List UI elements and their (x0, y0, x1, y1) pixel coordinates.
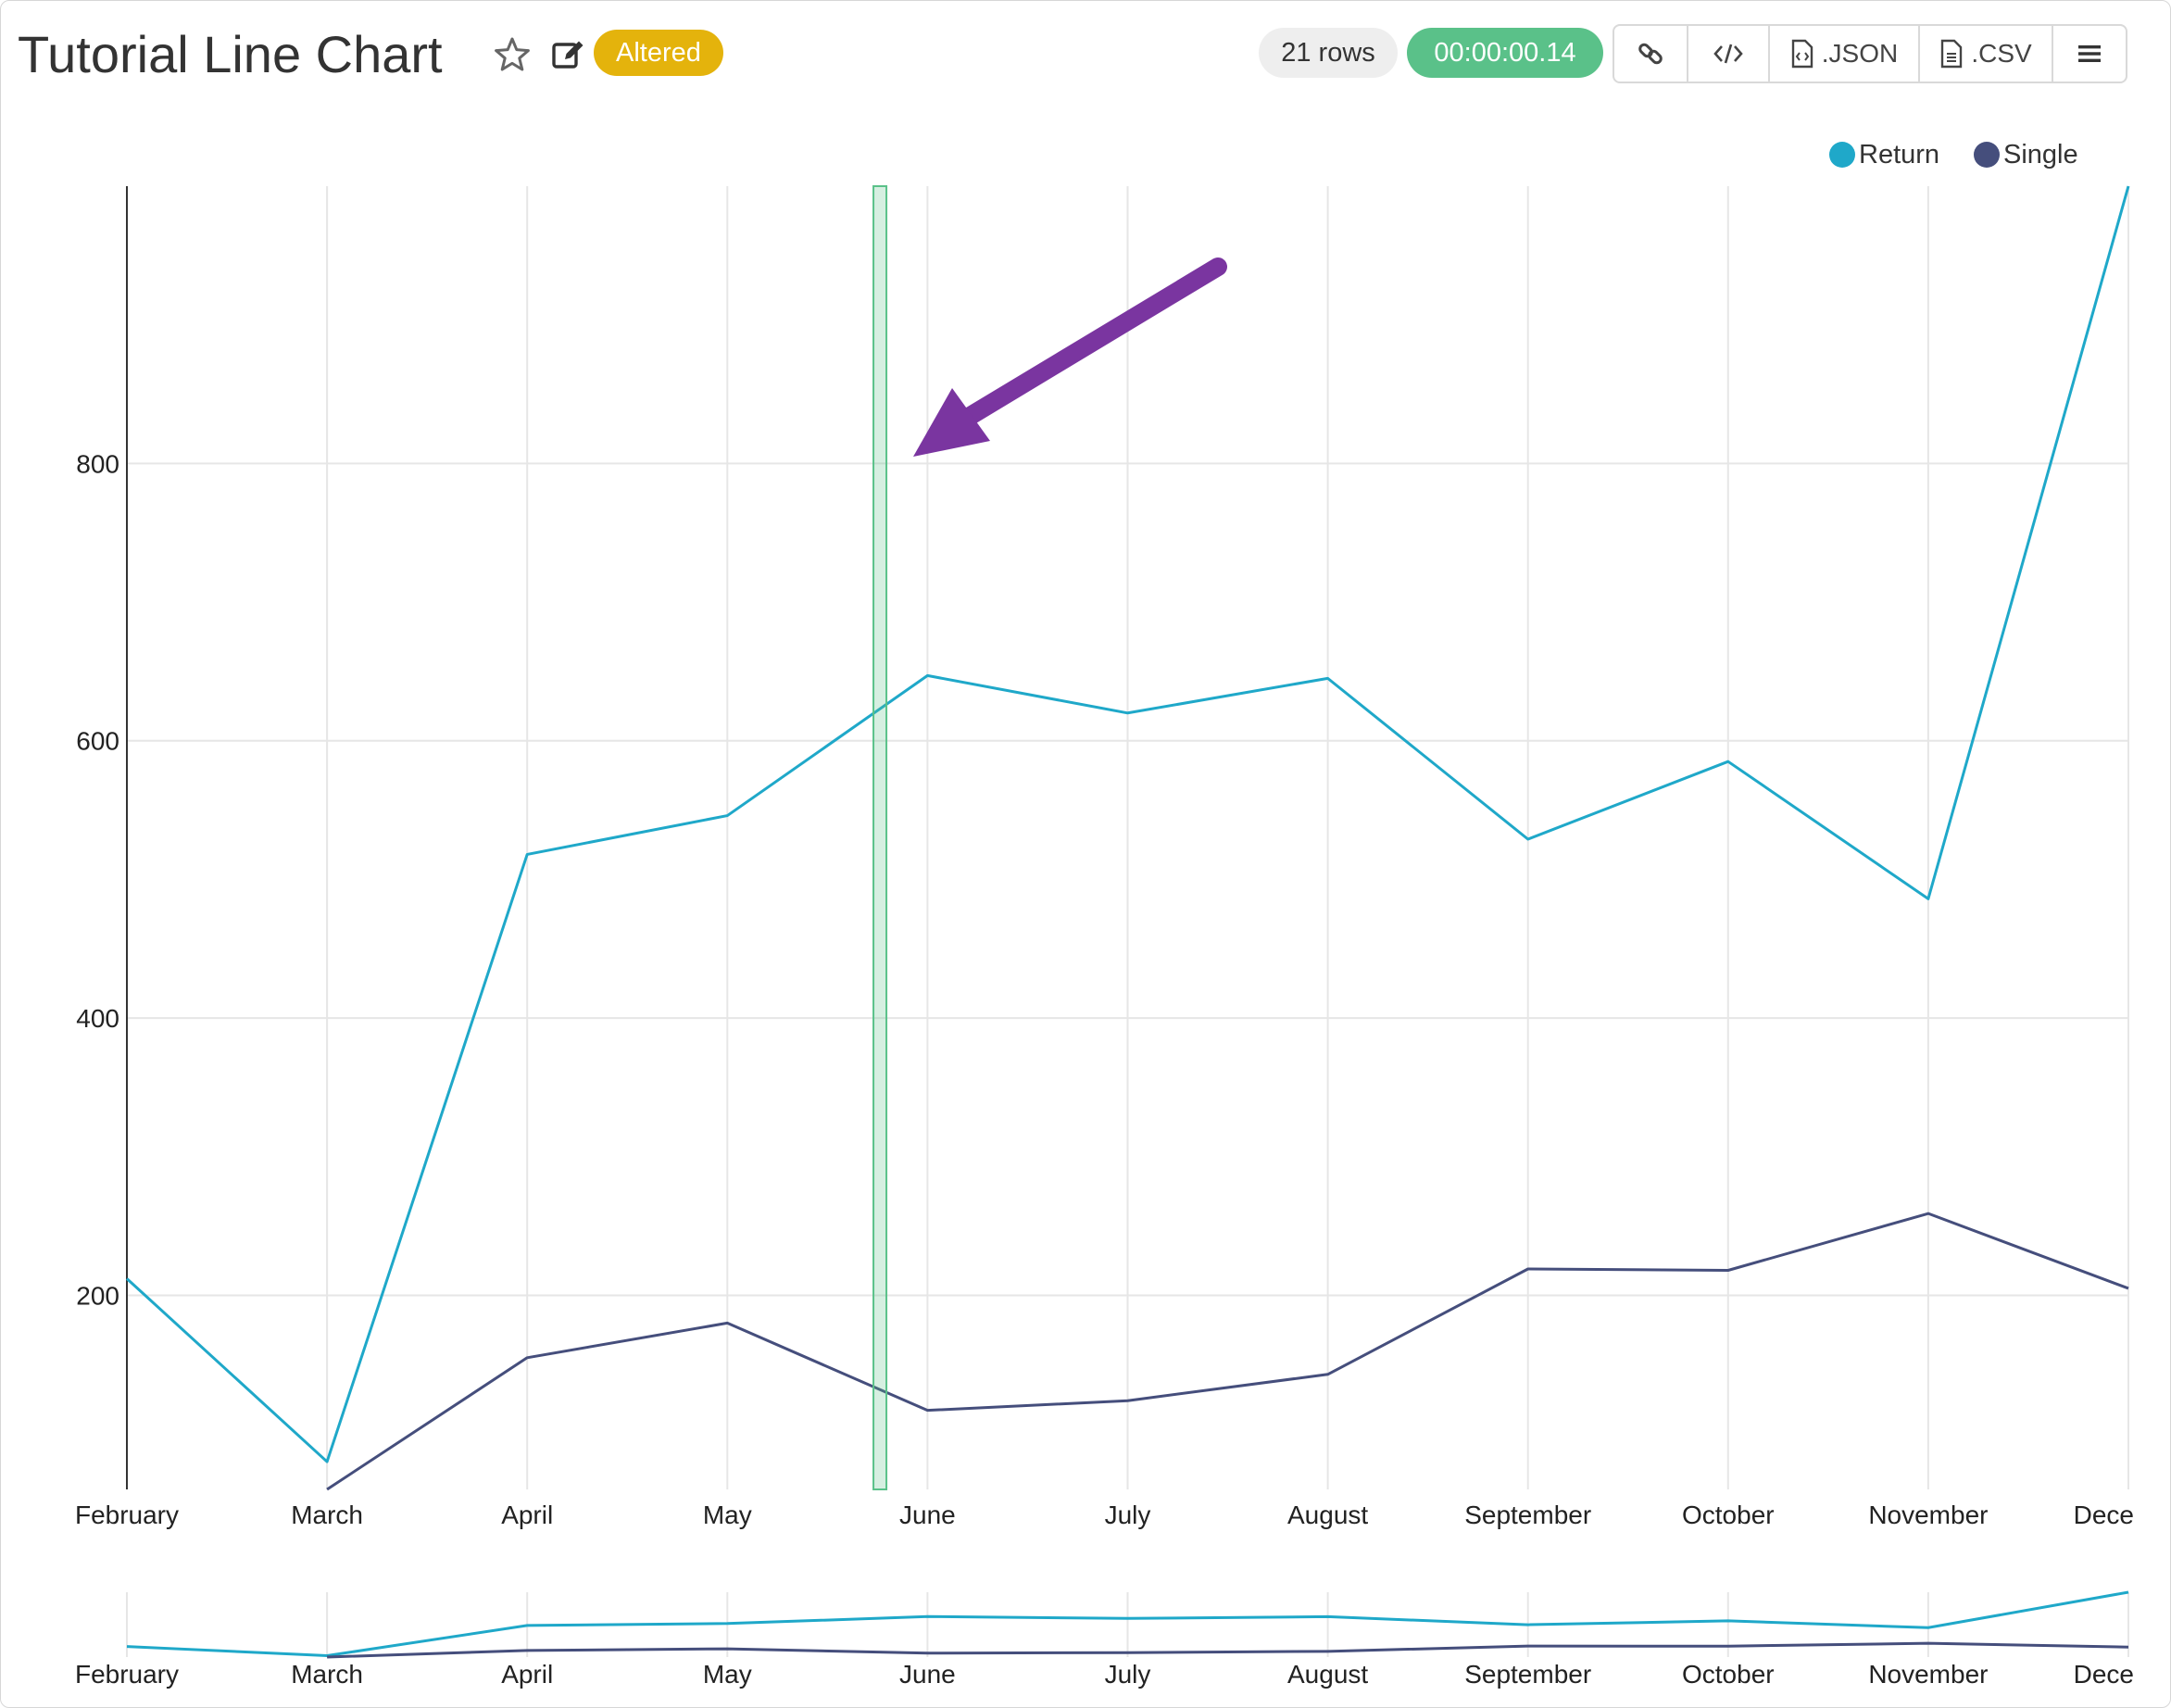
mini-series-line-return (126, 1590, 2129, 1658)
mini-x-tick-label: September (1464, 1660, 1591, 1689)
export-json-label: .JSON (1821, 39, 1899, 68)
legend-item-return[interactable]: Return (1829, 136, 1939, 173)
brush-selection-highlight[interactable] (872, 185, 888, 1490)
y-tick-label: 400 (76, 1004, 119, 1033)
arrow-head (913, 388, 990, 457)
y-axis: 200 400 600 800 (76, 186, 128, 1489)
embed-code-button[interactable] (1688, 26, 1770, 82)
mini-x-tick-label: November (1868, 1660, 1988, 1689)
export-json-button[interactable]: .JSON (1770, 26, 1920, 82)
x-tick-label: November (1868, 1501, 1988, 1529)
mini-x-tick-label: March (291, 1660, 363, 1689)
legend-label: Single (2003, 139, 2078, 170)
file-text-icon (1941, 39, 1963, 69)
copy-link-button[interactable] (1614, 26, 1688, 82)
link-icon (1638, 43, 1663, 65)
x-tick-label: October (1682, 1501, 1775, 1529)
more-menu-button[interactable] (2053, 26, 2126, 82)
x-tick-label: September (1464, 1501, 1591, 1529)
star-icon[interactable] (490, 32, 534, 77)
chart-actions: .JSON .CSV (1613, 24, 2127, 83)
x-tick-label: April (501, 1501, 553, 1529)
chart-header: Tutorial Line Chart Altered 21 rows 00:0… (1, 1, 2170, 112)
menu-icon (2078, 45, 2101, 62)
mini-x-tick-label: August (1287, 1660, 1368, 1689)
x-tick-label: May (703, 1501, 752, 1529)
legend-item-single[interactable]: Single (1974, 136, 2078, 173)
chart-title: Tutorial Line Chart (18, 25, 443, 83)
mini-x-tick-label: Dece (2074, 1660, 2134, 1689)
row-count-badge: 21 rows (1259, 28, 1398, 78)
x-tick-label: Dece (2074, 1501, 2134, 1529)
annotation-arrow (913, 257, 1227, 457)
mini-x-tick-label: July (1105, 1660, 1151, 1689)
mini-x-tick-label: October (1682, 1660, 1775, 1689)
mini-series-line-single (327, 1641, 2129, 1659)
mini-x-tick-label: February (75, 1660, 179, 1689)
range-slider-minichart[interactable]: February March April May June July August Septe… (75, 1590, 2134, 1689)
code-icon (1713, 44, 1743, 64)
x-tick-label: March (291, 1501, 363, 1529)
legend-swatch (1974, 142, 2000, 168)
mini-x-tick-label: April (501, 1660, 553, 1689)
x-tick-label: August (1287, 1501, 1368, 1529)
arrow-shaft (955, 257, 1227, 429)
legend-swatch (1829, 142, 1855, 168)
altered-badge: Altered (594, 30, 723, 76)
x-tick-label: June (899, 1501, 956, 1529)
y-tick-label: 800 (76, 449, 119, 478)
x-tick-label: February (75, 1501, 179, 1529)
grid (127, 186, 2129, 1489)
series-lines (125, 185, 2130, 1491)
y-tick-label: 200 (76, 1281, 119, 1310)
mini-x-tick-label: May (703, 1660, 752, 1689)
query-timer-badge: 00:00:00.14 (1407, 28, 1603, 78)
series-line-single (326, 1212, 2129, 1491)
y-tick-label: 600 (76, 727, 119, 756)
x-axis: February March April May June July August Septe… (75, 1501, 2134, 1529)
mini-x-tick-label: June (899, 1660, 956, 1689)
edit-icon[interactable] (546, 32, 590, 77)
legend-label: Return (1859, 139, 1940, 170)
export-csv-button[interactable]: .CSV (1920, 26, 2053, 82)
x-tick-label: July (1105, 1501, 1151, 1529)
export-csv-label: .CSV (1971, 39, 2032, 68)
file-code-icon (1791, 39, 1813, 69)
series-line-return (125, 185, 2130, 1463)
